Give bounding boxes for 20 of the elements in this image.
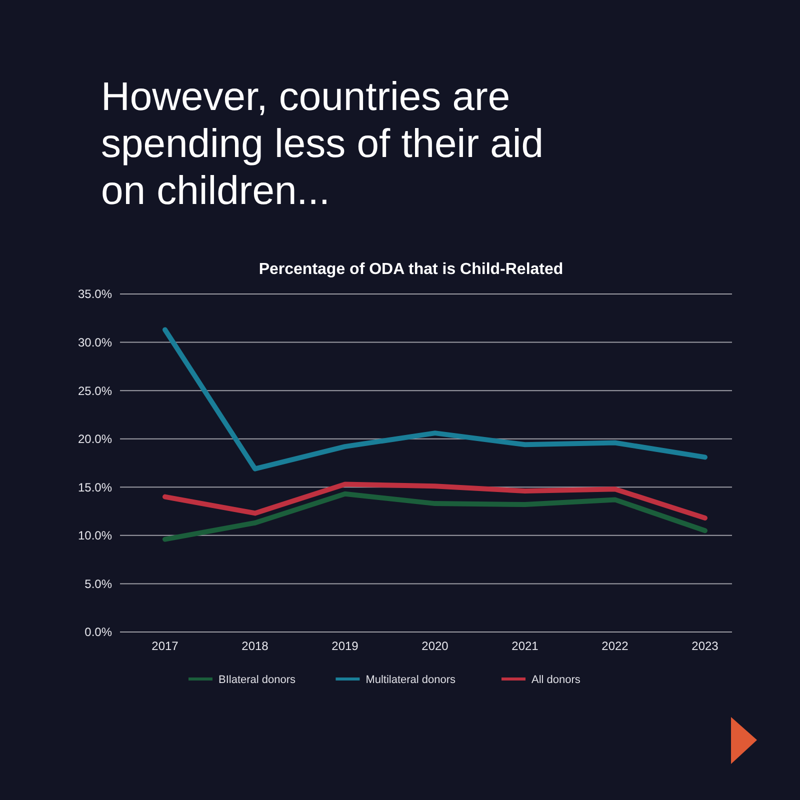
y-tick-label: 20.0% xyxy=(78,432,112,446)
y-tick-label: 25.0% xyxy=(78,384,112,398)
chart-subtitle: Percentage of ODA that is Child-Related xyxy=(258,261,564,278)
x-tick-label: 2018 xyxy=(242,639,269,653)
chart-title: However, countries are spending less of their aid on children... xyxy=(101,75,544,213)
y-tick-label: 5.0% xyxy=(84,576,112,591)
y-tick-label: 15.0% xyxy=(78,480,112,494)
legend-label: All donors xyxy=(532,674,581,686)
x-tick-label: 2022 xyxy=(602,639,629,653)
x-tick-label: 2023 xyxy=(692,639,719,653)
legend-label: Multilateral donors xyxy=(366,674,456,686)
y-tick-label: 30.0% xyxy=(78,335,112,350)
y-tick-label: 10.0% xyxy=(78,528,112,543)
x-tick-label: 2017 xyxy=(152,639,179,653)
legend-label: BIlateral donors xyxy=(218,674,296,686)
y-tick-label: 0.0% xyxy=(84,625,112,640)
x-tick-label: 2020 xyxy=(422,639,449,653)
x-tick-label: 2021 xyxy=(512,639,539,653)
x-tick-label: 2019 xyxy=(332,639,359,653)
y-tick-label: 35.0% xyxy=(78,287,112,302)
